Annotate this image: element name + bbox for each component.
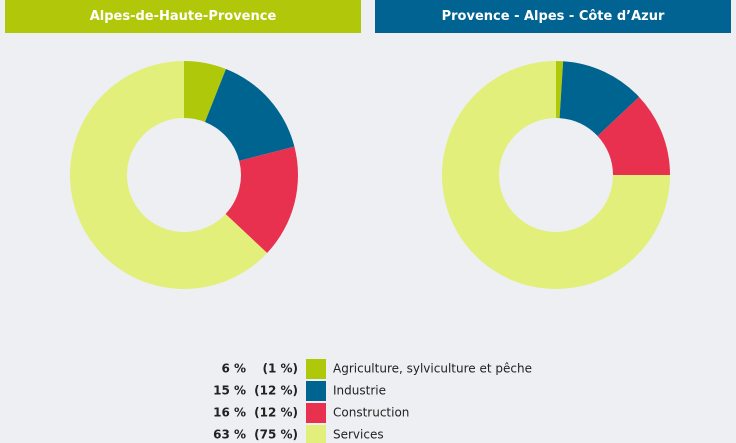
legend-value: 63 % bbox=[213, 428, 246, 442]
legend-value-region: (12 %) bbox=[254, 406, 298, 420]
donut-slice bbox=[204, 69, 295, 161]
legend-value-region: (1 %) bbox=[262, 362, 298, 376]
chart-header: Alpes-de-Haute-Provence bbox=[5, 0, 361, 33]
legend-label: Services bbox=[333, 428, 384, 442]
donut-slice bbox=[442, 61, 670, 289]
legend-label: Construction bbox=[333, 406, 409, 420]
legend-label: Industrie bbox=[333, 384, 386, 398]
donut-slice bbox=[184, 61, 226, 123]
donut-slice bbox=[559, 61, 640, 136]
chart-header: Provence - Alpes - Côte d’Azur bbox=[375, 0, 731, 33]
legend-value: 16 % bbox=[213, 406, 246, 420]
donut-slice bbox=[597, 96, 670, 175]
legend-value-region: (12 %) bbox=[254, 384, 298, 398]
legend-value: 15 % bbox=[213, 384, 246, 398]
donut-slice bbox=[225, 146, 299, 254]
legend-label: Agriculture, sylviculture et pêche bbox=[333, 362, 532, 376]
legend-swatch bbox=[306, 359, 326, 379]
donut-slice bbox=[556, 61, 564, 119]
legend-value: 6 % bbox=[221, 362, 246, 376]
legend-swatch bbox=[306, 381, 326, 401]
legend-swatch bbox=[306, 403, 326, 423]
donut-slice bbox=[70, 61, 268, 289]
legend-value-region: (75 %) bbox=[254, 428, 298, 442]
legend-swatch bbox=[306, 425, 326, 443]
